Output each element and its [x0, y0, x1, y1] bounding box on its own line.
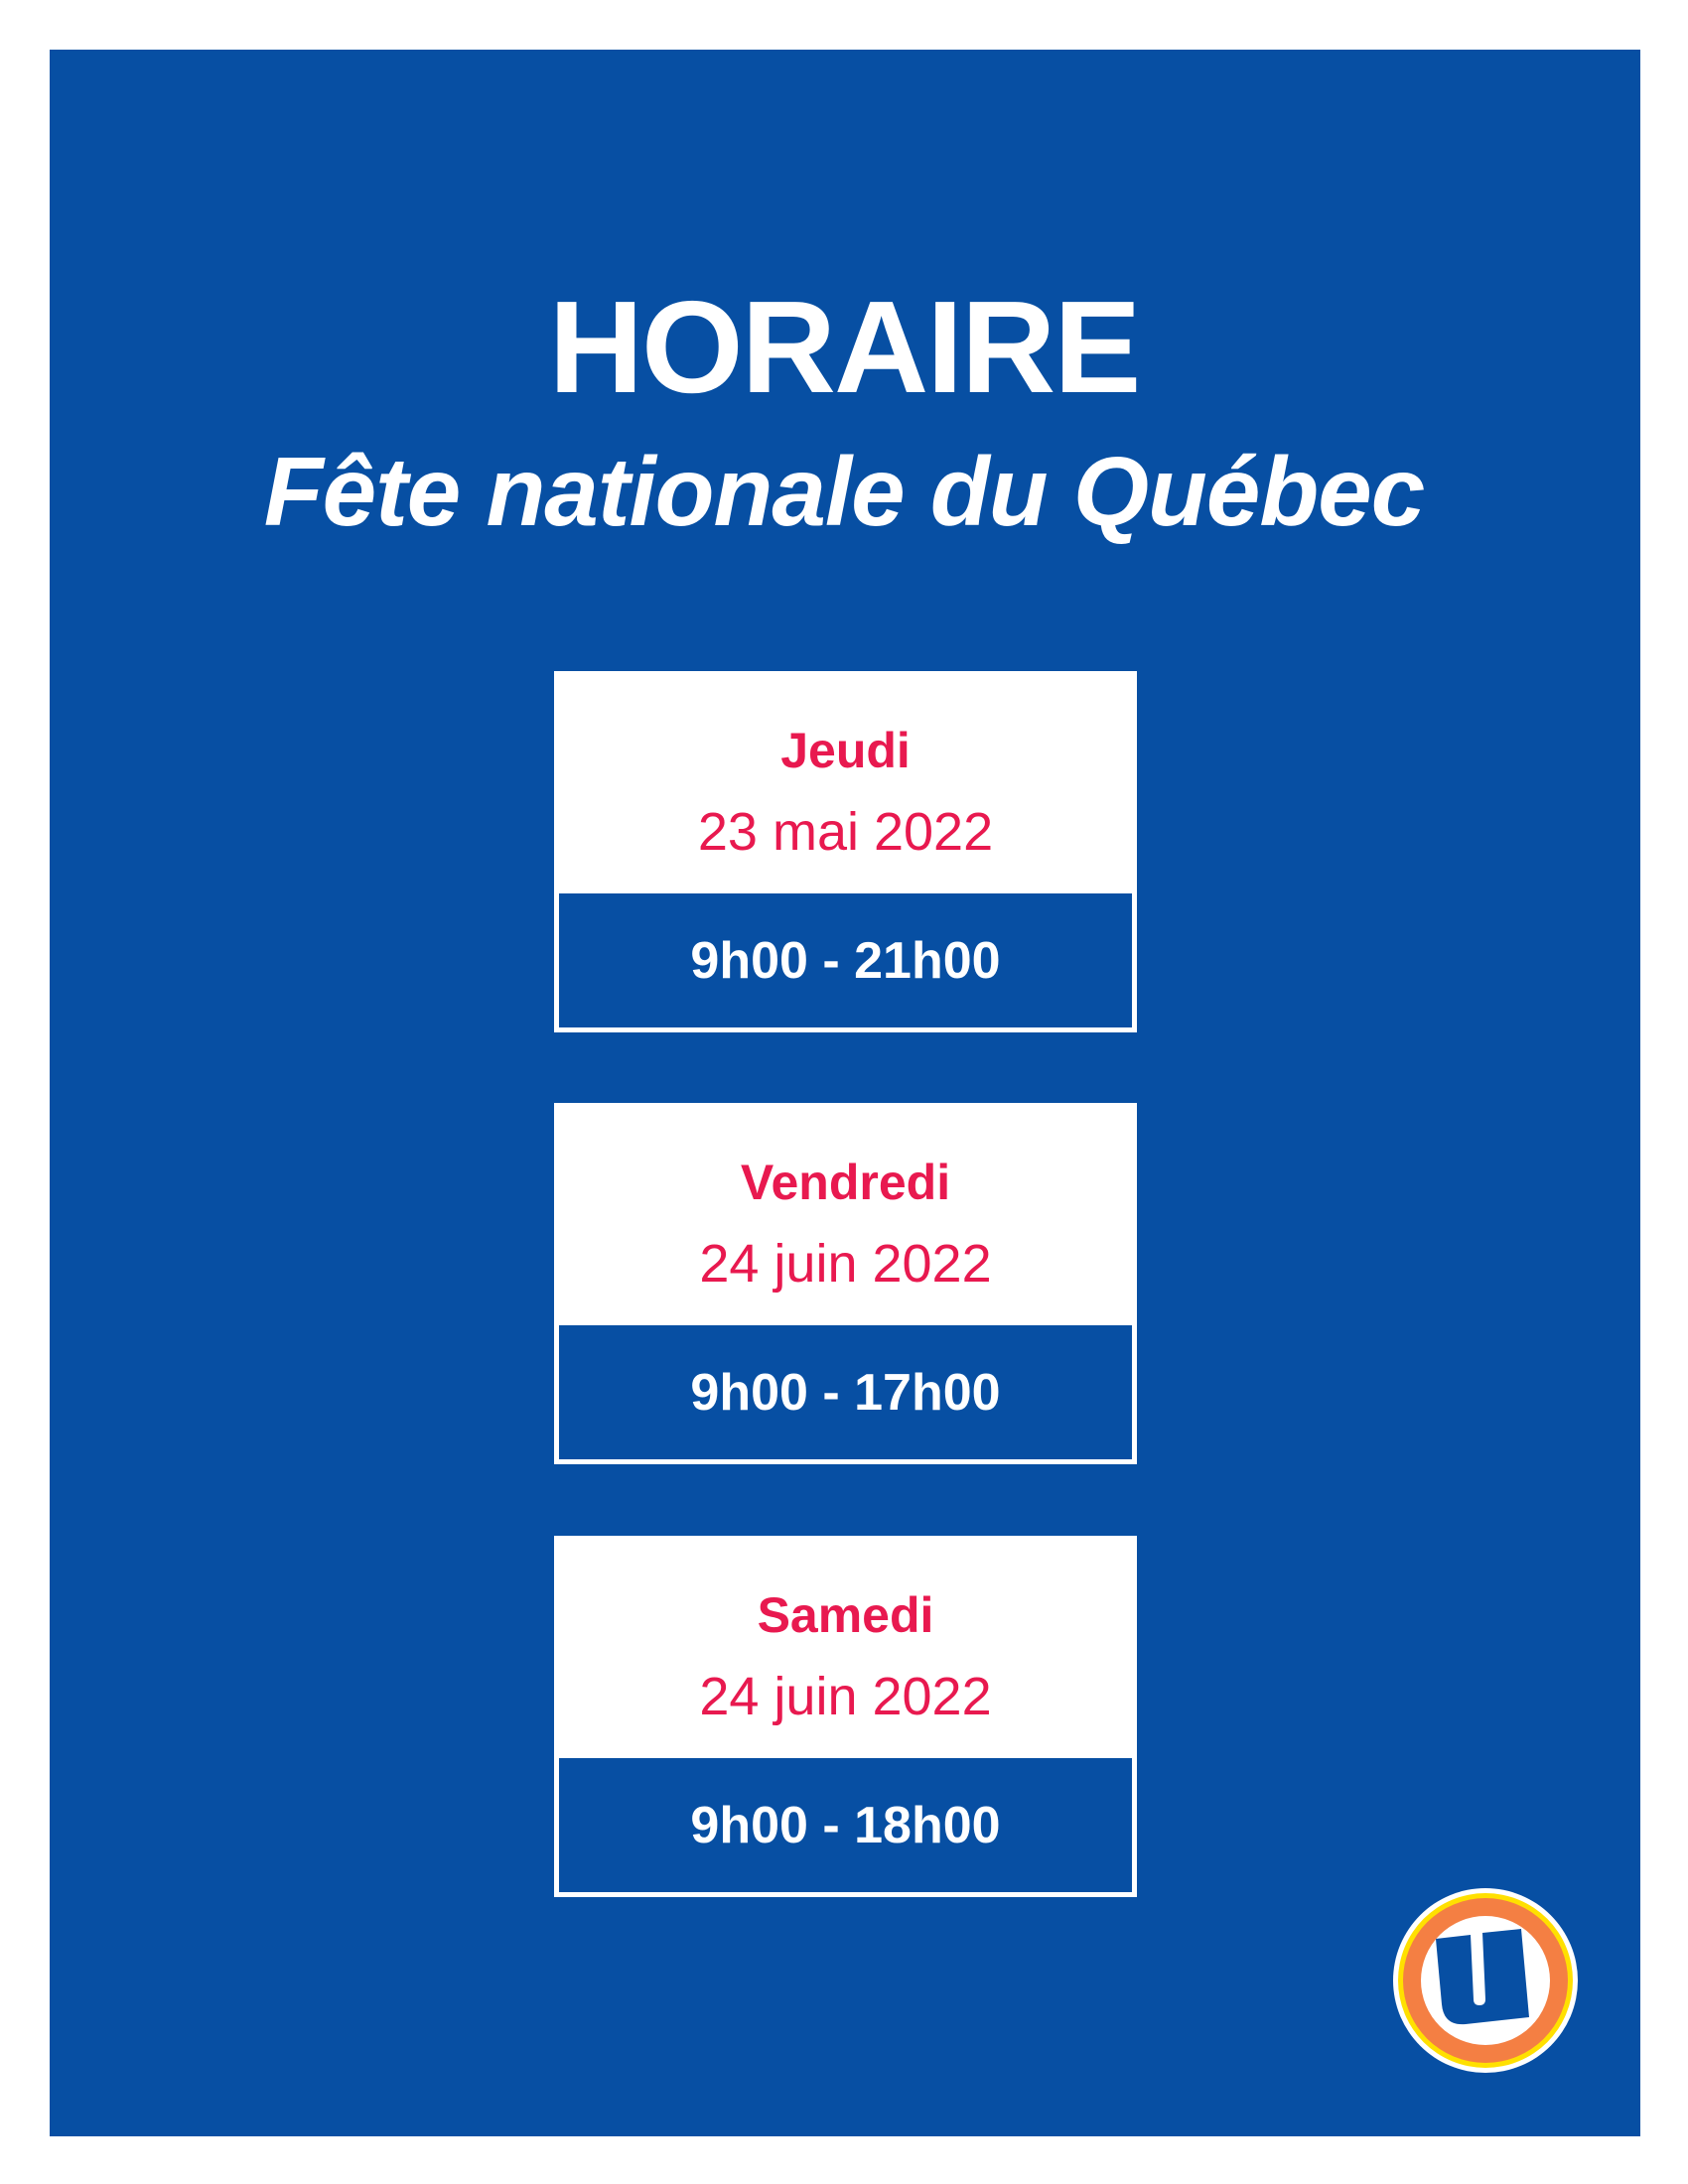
- hours-band: 9h00 - 21h00: [559, 893, 1132, 1027]
- hours-band: 9h00 - 17h00: [559, 1325, 1132, 1459]
- date-label: 24 juin 2022: [699, 1234, 992, 1294]
- day-label: Samedi: [757, 1587, 934, 1643]
- date-label: 24 juin 2022: [699, 1667, 992, 1726]
- hours-label: 9h00 - 17h00: [690, 1363, 1001, 1422]
- page-title: HORAIRE: [548, 274, 1142, 420]
- date-label: 23 mai 2022: [697, 802, 994, 862]
- day-label: Jeudi: [780, 723, 911, 778]
- hours-label: 9h00 - 18h00: [690, 1796, 1001, 1854]
- hours-label: 9h00 - 21h00: [690, 931, 1001, 990]
- schedule-card: Samedi 24 juin 2022 9h00 - 18h00: [554, 1536, 1137, 1897]
- hours-band: 9h00 - 18h00: [559, 1758, 1132, 1892]
- day-label: Vendredi: [740, 1155, 951, 1210]
- schedule-card: Vendredi 24 juin 2022 9h00 - 17h00: [554, 1103, 1137, 1464]
- page-subtitle: Fête nationale du Québec: [263, 437, 1426, 546]
- u-logo-icon: [1393, 1888, 1578, 2073]
- schedule-card: Jeudi 23 mai 2022 9h00 - 21h00: [554, 671, 1137, 1032]
